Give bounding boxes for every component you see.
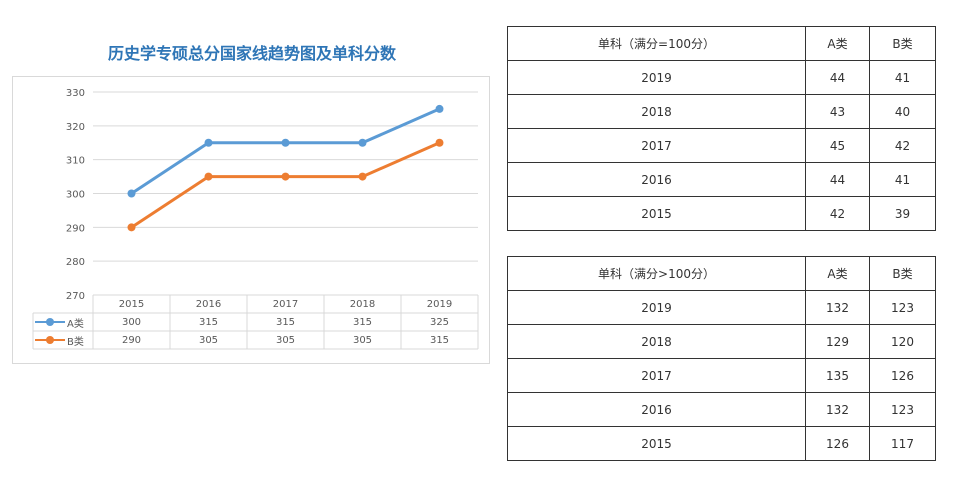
series-line: [130, 141, 441, 229]
series-line: [130, 107, 441, 195]
table-cell: 44: [805, 60, 870, 95]
x-tick-label: 2015: [118, 298, 145, 310]
data-point: [435, 104, 444, 113]
data-point: [281, 138, 290, 147]
data-point: [358, 172, 367, 181]
table-cell: 42: [805, 196, 870, 231]
y-tick-label: 300: [66, 190, 85, 201]
table-cell: 2015: [507, 196, 806, 231]
table-cell: 2017: [507, 128, 806, 163]
legend-entry: B类: [33, 331, 95, 349]
table-cell: 42: [869, 128, 936, 163]
x-tick-label: 2016: [195, 298, 222, 310]
data-label: 305: [198, 334, 219, 346]
table-header-row: 单科（满分>100分） A类 B类: [507, 256, 936, 291]
table-cell: 120: [869, 324, 936, 359]
header-cell: 单科（满分>100分）: [507, 256, 806, 291]
table-cell: 135: [805, 358, 870, 393]
table-row: 2015 126 117: [507, 426, 936, 461]
table-header-row: 单科（满分=100分） A类 B类: [507, 26, 936, 61]
table-row: 2018 43 40: [507, 94, 936, 129]
table-cell: 41: [869, 60, 936, 95]
table-cell: 117: [869, 426, 936, 461]
y-tick-label: 330: [66, 88, 85, 99]
header-cell: A类: [805, 256, 870, 291]
data-label: 300: [121, 316, 142, 328]
x-tick-label: 2017: [272, 298, 299, 310]
table-cell: 43: [805, 94, 870, 129]
y-tick-label: 320: [66, 122, 85, 133]
table-cell: 2016: [507, 162, 806, 197]
x-tick-label: 2019: [426, 298, 453, 310]
table-cell: 126: [805, 426, 870, 461]
y-tick-label: 290: [66, 223, 85, 234]
x-tick-label: 2018: [349, 298, 376, 310]
table-row: 2019 132 123: [507, 290, 936, 325]
table-row: 2017 45 42: [507, 128, 936, 163]
table-row: 2019 44 41: [507, 60, 936, 95]
data-point: [127, 189, 136, 198]
data-label: 325: [429, 316, 450, 328]
data-label: 315: [198, 316, 219, 328]
data-point: [281, 172, 290, 181]
data-label: 305: [352, 334, 373, 346]
data-point: [358, 138, 367, 147]
table-cell: 129: [805, 324, 870, 359]
line-chart: 270 280 290 300 310 320 330 2015 2016 2017 2018 20…: [12, 76, 490, 364]
table-cell: 2019: [507, 290, 806, 325]
table-cell: 2017: [507, 358, 806, 393]
table-cell: 39: [869, 196, 936, 231]
table-cell: 41: [869, 162, 936, 197]
table-row: 2016 132 123: [507, 392, 936, 427]
header-cell: B类: [869, 26, 936, 61]
legend-label: A类: [67, 318, 84, 330]
header-cell: B类: [869, 256, 936, 291]
data-point: [127, 223, 136, 232]
data-point: [204, 138, 213, 147]
table-cell: 44: [805, 162, 870, 197]
data-point: [204, 172, 213, 181]
table-cell: 2018: [507, 324, 806, 359]
table-row: 2015 42 39: [507, 196, 936, 231]
score-table-over-100: 单科（满分>100分） A类 B类 2019 132 123 2018 129 120 2017 1…: [507, 256, 936, 461]
table-cell: 123: [869, 290, 936, 325]
header-cell: A类: [805, 26, 870, 61]
legend-entry: A类: [33, 313, 95, 331]
y-tick-label: 310: [66, 156, 85, 167]
y-tick-label: 270: [66, 291, 85, 302]
table-cell: 132: [805, 392, 870, 427]
score-table-100: 单科（满分=100分） A类 B类 2019 44 41 2018 43 40 2017 45 42 2…: [507, 26, 936, 231]
table-row: 2017 135 126: [507, 358, 936, 393]
table-cell: 2019: [507, 60, 806, 95]
data-label: 315: [275, 316, 296, 328]
table-row: 2016 44 41: [507, 162, 936, 197]
data-label: 290: [121, 334, 142, 346]
data-label: 315: [352, 316, 373, 328]
legend-label: B类: [67, 336, 84, 348]
data-point: [435, 138, 444, 147]
table-row: 2018 129 120: [507, 324, 936, 359]
table-cell: 40: [869, 94, 936, 129]
table-cell: 45: [805, 128, 870, 163]
table-cell: 2018: [507, 94, 806, 129]
header-cell: 单科（满分=100分）: [507, 26, 806, 61]
table-cell: 2016: [507, 392, 806, 427]
table-cell: 123: [869, 392, 936, 427]
data-label: 315: [429, 334, 450, 346]
data-label: 305: [275, 334, 296, 346]
table-cell: 126: [869, 358, 936, 393]
legend-swatch: [35, 335, 65, 345]
y-tick-label: 280: [66, 257, 85, 268]
table-cell: 132: [805, 290, 870, 325]
legend-swatch: [35, 317, 65, 327]
table-cell: 2015: [507, 426, 806, 461]
chart-title: 历史学专硕总分国家线趋势图及单科分数: [107, 44, 396, 63]
chart-plot: 270 280 290 300 310 320 330: [32, 88, 479, 350]
